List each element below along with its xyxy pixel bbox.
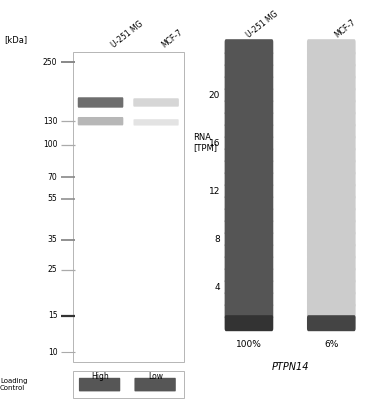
Text: 70: 70: [48, 172, 57, 182]
FancyBboxPatch shape: [307, 231, 355, 247]
FancyBboxPatch shape: [307, 75, 355, 91]
Text: Low: Low: [149, 372, 164, 381]
FancyBboxPatch shape: [307, 99, 355, 115]
Text: U-251 MG: U-251 MG: [245, 10, 280, 40]
FancyBboxPatch shape: [224, 147, 273, 163]
Text: [kDa]: [kDa]: [4, 35, 27, 44]
FancyBboxPatch shape: [307, 159, 355, 175]
FancyBboxPatch shape: [307, 63, 355, 79]
FancyBboxPatch shape: [224, 87, 273, 103]
Text: 250: 250: [43, 58, 57, 67]
FancyBboxPatch shape: [307, 219, 355, 235]
FancyBboxPatch shape: [224, 231, 273, 247]
Text: 6%: 6%: [324, 340, 339, 349]
FancyBboxPatch shape: [224, 279, 273, 295]
FancyBboxPatch shape: [133, 119, 178, 126]
FancyBboxPatch shape: [307, 171, 355, 187]
FancyBboxPatch shape: [224, 219, 273, 235]
Text: 4: 4: [214, 283, 220, 292]
FancyBboxPatch shape: [224, 243, 273, 259]
Text: MCF-7: MCF-7: [333, 18, 358, 40]
FancyBboxPatch shape: [307, 303, 355, 319]
FancyBboxPatch shape: [224, 255, 273, 271]
Text: 100: 100: [43, 140, 57, 149]
Text: 130: 130: [43, 117, 57, 126]
FancyBboxPatch shape: [78, 117, 123, 125]
Text: 35: 35: [48, 235, 57, 244]
FancyBboxPatch shape: [307, 135, 355, 151]
FancyBboxPatch shape: [224, 207, 273, 223]
FancyBboxPatch shape: [224, 159, 273, 175]
FancyBboxPatch shape: [307, 147, 355, 163]
FancyBboxPatch shape: [307, 111, 355, 127]
Text: 16: 16: [209, 139, 220, 148]
FancyBboxPatch shape: [224, 267, 273, 283]
FancyBboxPatch shape: [307, 183, 355, 199]
FancyBboxPatch shape: [307, 291, 355, 307]
Text: 100%: 100%: [236, 340, 262, 349]
Text: 12: 12: [209, 187, 220, 196]
FancyBboxPatch shape: [224, 99, 273, 115]
FancyBboxPatch shape: [133, 98, 179, 107]
FancyBboxPatch shape: [224, 195, 273, 211]
FancyBboxPatch shape: [224, 63, 273, 79]
Text: 15: 15: [48, 312, 57, 320]
Text: 8: 8: [214, 235, 220, 244]
FancyBboxPatch shape: [134, 378, 176, 391]
FancyBboxPatch shape: [307, 87, 355, 103]
Text: U-251 MG: U-251 MG: [110, 20, 145, 50]
Text: 25: 25: [48, 265, 57, 274]
FancyBboxPatch shape: [307, 51, 355, 67]
FancyBboxPatch shape: [224, 135, 273, 151]
FancyBboxPatch shape: [307, 123, 355, 139]
FancyBboxPatch shape: [307, 207, 355, 223]
Text: PTPN14: PTPN14: [272, 362, 309, 372]
Bar: [73, 52, 184, 362]
FancyBboxPatch shape: [224, 39, 273, 55]
FancyBboxPatch shape: [224, 183, 273, 199]
Bar: [73, 371, 184, 398]
Text: 10: 10: [48, 348, 57, 357]
FancyBboxPatch shape: [79, 378, 120, 391]
Text: High: High: [92, 372, 110, 381]
FancyBboxPatch shape: [307, 255, 355, 271]
FancyBboxPatch shape: [224, 291, 273, 307]
FancyBboxPatch shape: [307, 315, 355, 331]
Text: MCF-7: MCF-7: [160, 28, 184, 50]
Text: RNA
[TPM]: RNA [TPM]: [193, 133, 218, 152]
FancyBboxPatch shape: [224, 111, 273, 127]
FancyBboxPatch shape: [224, 315, 273, 331]
FancyBboxPatch shape: [307, 39, 355, 55]
FancyBboxPatch shape: [224, 75, 273, 91]
FancyBboxPatch shape: [307, 267, 355, 283]
Text: 20: 20: [209, 91, 220, 100]
FancyBboxPatch shape: [224, 303, 273, 319]
FancyBboxPatch shape: [224, 171, 273, 187]
FancyBboxPatch shape: [307, 279, 355, 295]
FancyBboxPatch shape: [307, 195, 355, 211]
FancyBboxPatch shape: [224, 123, 273, 139]
Text: Loading
Control: Loading Control: [0, 378, 28, 391]
Text: 55: 55: [48, 194, 57, 203]
FancyBboxPatch shape: [224, 51, 273, 67]
FancyBboxPatch shape: [307, 243, 355, 259]
FancyBboxPatch shape: [78, 97, 123, 108]
